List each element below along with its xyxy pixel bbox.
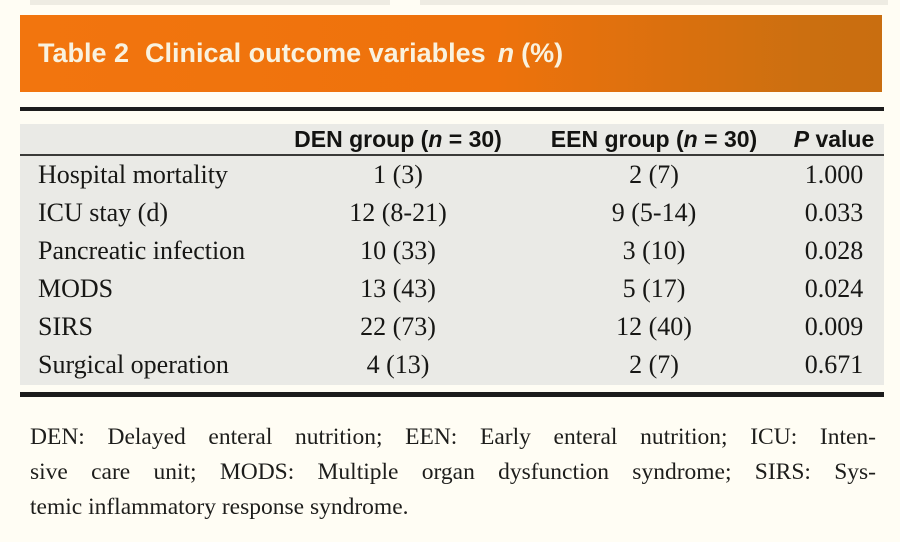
een-value: 3 (10)	[622, 236, 686, 265]
italic-p: P	[793, 125, 810, 152]
table-row: ICU stay (d) 12 (8-21) 9 (5-14) 0.033	[20, 194, 884, 232]
clinical-outcomes-table: DEN group (n = 30) EEN group (n = 30) P …	[20, 124, 884, 385]
italic-n: n	[428, 125, 443, 152]
header-cell-p-value: P value	[793, 125, 875, 152]
table-top-rule	[20, 107, 884, 111]
table-row: Pancreatic infection 10 (33) 3 (10) 0.02…	[20, 232, 884, 270]
table-title: Clinical outcome variables	[145, 38, 486, 68]
table-row: Surgical operation 4 (13) 2 (7) 0.671	[20, 346, 884, 384]
row-label: MODS	[38, 274, 114, 303]
page-top-crop-artifact-right	[420, 0, 888, 5]
page-top-crop-artifact-left	[30, 0, 390, 5]
table-bottom-rule	[20, 392, 884, 397]
een-value: 12 (40)	[616, 312, 692, 341]
footnote: DEN: Delayed enteral nutrition; EEN: Ear…	[30, 420, 876, 525]
den-value: 13 (43)	[360, 274, 436, 303]
footnote-line-1: DEN: Delayed enteral nutrition; EEN: Ear…	[30, 424, 876, 450]
table-title-bar: Table 2 Clinical outcome variables n (%)	[20, 15, 882, 92]
table-number: Table 2	[38, 38, 130, 68]
row-label: ICU stay (d)	[38, 198, 168, 227]
italic-n: n	[683, 125, 698, 152]
p-value: 0.024	[804, 274, 864, 303]
table-row: MODS 13 (43) 5 (17) 0.024	[20, 270, 884, 308]
p-value: 1.000	[804, 160, 864, 189]
header-cell-den-group: DEN group (n = 30)	[294, 125, 502, 152]
row-label: Hospital mortality	[38, 160, 228, 189]
p-value: 0.033	[804, 198, 864, 227]
table-header-row: DEN group (n = 30) EEN group (n = 30) P …	[20, 124, 884, 156]
row-label: Surgical operation	[38, 350, 229, 379]
table-title-percent-unit: (%)	[521, 38, 564, 68]
footnote-line-3: temic inflammatory response syndrome.	[30, 494, 409, 520]
den-value: 1 (3)	[373, 160, 423, 189]
den-value: 10 (33)	[360, 236, 436, 265]
row-label: Pancreatic infection	[38, 236, 246, 265]
header-cell-een-group: EEN group (n = 30)	[550, 125, 758, 152]
p-value: 0.009	[804, 312, 864, 341]
table-row: Hospital mortality 1 (3) 2 (7) 1.000	[20, 156, 884, 194]
table-row: SIRS 22 (73) 12 (40) 0.009	[20, 308, 884, 346]
een-value: 2 (7)	[629, 350, 679, 379]
den-value: 12 (8-21)	[349, 198, 447, 227]
een-value: 5 (17)	[622, 274, 686, 303]
een-value: 2 (7)	[629, 160, 679, 189]
footnote-line-2: sive care unit; MODS: Multiple organ dys…	[30, 459, 876, 485]
row-label: SIRS	[38, 312, 93, 341]
den-value: 22 (73)	[360, 312, 436, 341]
den-value: 4 (13)	[366, 350, 430, 379]
p-value: 0.028	[804, 236, 864, 265]
p-value: 0.671	[804, 350, 864, 379]
een-value: 9 (5-14)	[611, 198, 697, 227]
table-title-n-variable: n	[497, 38, 515, 68]
